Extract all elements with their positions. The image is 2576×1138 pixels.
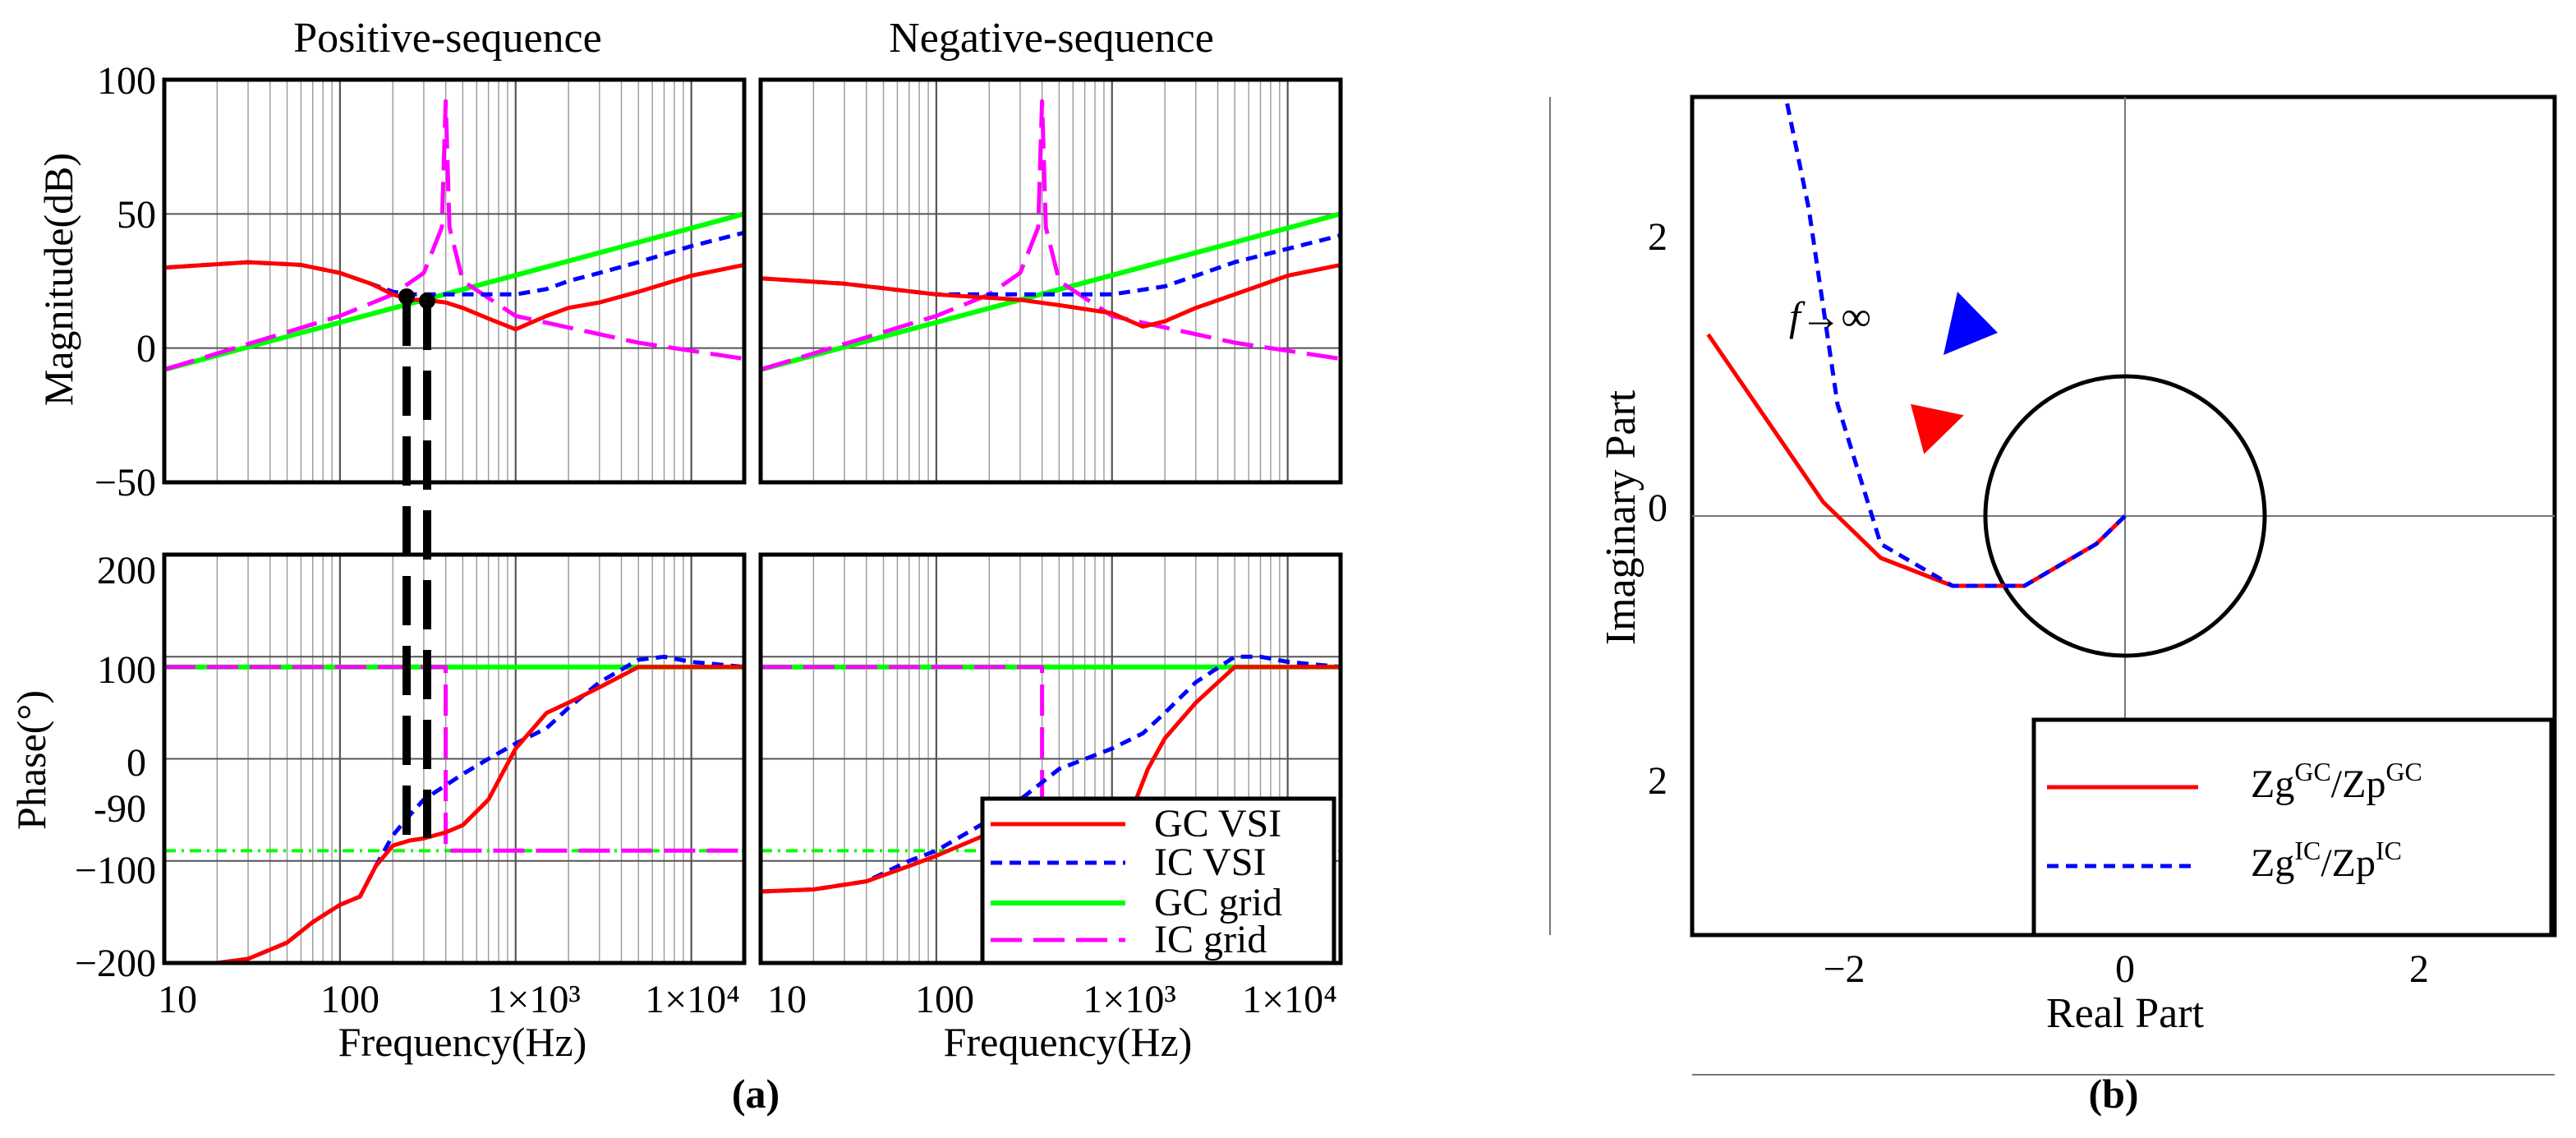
nyquist-series <box>1706 333 2127 588</box>
plot-positive-magnitude <box>162 77 747 485</box>
xtick-100: 100 <box>320 978 380 1021</box>
col-title-positive: Positive-sequence <box>293 15 601 62</box>
xtick-100: 100 <box>915 978 974 1021</box>
panel-b-label: (b) <box>2088 1071 2138 1117</box>
phase-ylabel: Phase(°) <box>8 690 54 830</box>
plot-frame <box>758 77 1343 485</box>
mag-ytick: 100 <box>97 59 156 103</box>
xtick-10: 10 <box>158 978 197 1021</box>
plot-frame <box>162 77 747 485</box>
series-ic-vsi <box>761 233 1341 297</box>
nyquist-ytick: 2 <box>1648 215 1668 259</box>
series-ic-grid <box>164 665 744 853</box>
series-ic-grid <box>164 99 744 372</box>
nyquist-xtick: 0 <box>2115 947 2135 991</box>
mag-ytick: −50 <box>94 461 156 504</box>
nyquist-xtick: −2 <box>1823 947 1865 991</box>
phase-ytick: 0 <box>126 741 146 785</box>
xtick-1e3: 1×10³ <box>1083 978 1175 1021</box>
phase-ytick: 200 <box>97 549 156 592</box>
nyquist-xtick: 2 <box>2409 947 2429 991</box>
nyquist-curves <box>1706 97 2127 588</box>
panel-a-label: (a) <box>732 1071 780 1117</box>
xtick-1e4: 1×10⁴ <box>1242 978 1337 1021</box>
nyquist-ytick: 0 <box>1648 486 1668 530</box>
plot-positive-phase <box>162 552 747 965</box>
series-gc-vsi <box>761 262 1341 329</box>
series-ic-vsi <box>164 654 744 963</box>
series-ic-vsi <box>761 654 1341 894</box>
series-gc-grid <box>164 211 744 372</box>
blue-arrowhead <box>1944 292 1998 355</box>
xlabel-negative: Frequency(Hz) <box>944 1019 1193 1065</box>
phase-ytick: −100 <box>75 849 156 892</box>
phase-ytick: 100 <box>97 648 156 692</box>
nyquist-xlabel: Real Part <box>2046 990 2205 1037</box>
unit-circle <box>1983 374 2267 658</box>
series-group <box>164 654 744 963</box>
xtick-1e4: 1×10⁴ <box>645 978 740 1021</box>
legend-a: GC VSI IC VSI GC grid IC grid <box>980 796 1336 965</box>
legend-b-label-gc: ZgGC/ZpGC <box>2251 757 2422 806</box>
mag-ytick: 50 <box>117 193 156 237</box>
phase-ytick: -90 <box>94 787 146 831</box>
series-gc-vsi <box>164 665 744 963</box>
nyquist-ytick: 2 <box>1648 759 1668 803</box>
plot-frame <box>162 552 747 965</box>
series-group <box>164 99 744 372</box>
xlabel-positive: Frequency(Hz) <box>338 1019 587 1065</box>
xtick-1e3: 1×10³ <box>487 978 580 1021</box>
xtick-10: 10 <box>767 978 807 1021</box>
legend-b-label-ic: ZgIC/ZpIC <box>2251 836 2402 885</box>
magnitude-ylabel: Magnitude(dB) <box>35 153 81 406</box>
legend-a-label: GC VSI <box>1154 802 1281 845</box>
mag-ytick: 0 <box>136 327 156 371</box>
legend-a-label: IC grid <box>1154 918 1267 961</box>
legend-a-label: IC VSI <box>1154 841 1266 884</box>
red-arrowhead <box>1910 403 1964 454</box>
col-title-negative: Negative-sequence <box>889 15 1214 62</box>
nyquist-ylabel: Imaginary Part <box>1598 389 1644 645</box>
crossover-point-2 <box>419 293 435 309</box>
phase-ytick: −200 <box>75 942 156 985</box>
series-gc-grid <box>761 211 1341 372</box>
crossover-markers <box>398 288 435 838</box>
series-group <box>761 99 1341 372</box>
crossover-point-1 <box>398 288 415 305</box>
legend-b-box <box>2031 717 2554 938</box>
legend-a-label: GC grid <box>1154 881 1282 924</box>
plot-negative-magnitude <box>758 77 1343 485</box>
nyquist-annotation: f→∞ <box>1789 293 1871 339</box>
series-gc-vsi <box>164 260 744 332</box>
nyquist-series <box>1783 97 2127 588</box>
legend-b: ZgGC/ZpGC ZgIC/ZpIC <box>2031 717 2554 938</box>
